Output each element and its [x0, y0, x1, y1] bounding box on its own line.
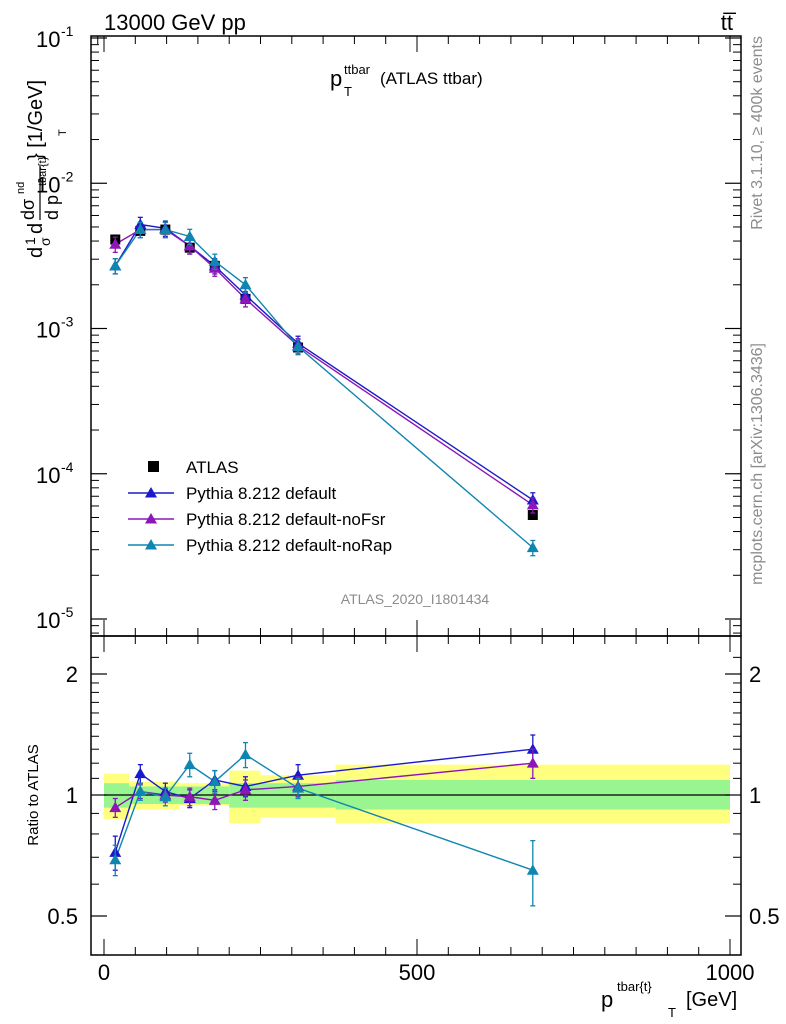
- main-point-1: [526, 498, 539, 510]
- y-tick-label-base: 10: [36, 463, 60, 488]
- y-tick-label-exp: -3: [61, 314, 74, 330]
- ylabel-frac-den: σ: [37, 237, 53, 246]
- main-series-points: [109, 216, 539, 557]
- ratio-point-2: [109, 853, 122, 865]
- y-axis-label: d 1 σ d dσ nd d p tbar{t} T } [1/GeV]: [15, 80, 69, 258]
- legend-marker-1: [145, 513, 157, 524]
- y-tick-label-exp: -1: [61, 23, 74, 39]
- ratio-point-2: [183, 758, 196, 770]
- ylabel-d2: d: [25, 223, 47, 234]
- main-point-2: [208, 255, 221, 266]
- ylabel-dsig: dσ: [18, 199, 38, 220]
- main-point-2: [292, 340, 305, 352]
- ratio-point-0: [526, 743, 539, 754]
- xlabel-sup: tbar{t}: [617, 979, 652, 994]
- x-tick-label: 1000: [706, 960, 755, 985]
- ratio-point-2: [159, 790, 172, 802]
- ratio-point-2: [526, 864, 539, 875]
- ylabel-frac-num: 1: [22, 237, 38, 245]
- xlabel-suffix: [GeV]: [686, 989, 737, 1011]
- ratio-ticks: 0.5 0.5 1 1 2 2 0 500 1000: [47, 636, 780, 985]
- analysis-watermark: ATLAS_2020_I1801434: [341, 591, 490, 607]
- ylabel-dp-sub: tbar{t}: [37, 156, 49, 186]
- ratio-point-0: [134, 767, 147, 779]
- legend-label-atlas: ATLAS: [186, 458, 239, 477]
- title-sub: T: [344, 84, 352, 99]
- ratio-tick-label-right: 1: [749, 783, 761, 808]
- title-sup: ttbar: [344, 62, 371, 77]
- main-point-2: [109, 259, 122, 271]
- main-point-2: [239, 278, 252, 290]
- ratio-tick-label-left: 0.5: [47, 904, 78, 929]
- ylabel-dsig-sup: nd: [15, 182, 27, 194]
- ratio-series-points: [109, 734, 539, 907]
- ratio-point-1: [109, 801, 122, 813]
- ratio-y-axis-label: Ratio to ATLAS: [25, 744, 42, 845]
- header-left: 13000 GeV pp: [104, 10, 246, 35]
- y-tick-label-exp: -2: [61, 168, 74, 184]
- main-line-0: [114, 223, 534, 501]
- main-ticks: 10-110-210-310-410-5: [36, 23, 741, 636]
- y-tick-label-base: 10: [36, 27, 60, 52]
- y-tick-label-exp: -4: [61, 459, 74, 475]
- legend-marker-0: [145, 487, 157, 498]
- plot-title: p ttbar T (ATLAS ttbar): [330, 62, 483, 99]
- xlabel-base: p: [601, 987, 613, 1012]
- mcplots-label: mcplots.cern.ch [arXiv:1306.3436]: [749, 343, 766, 585]
- header-right: tt̅: [721, 10, 737, 35]
- ratio-line-2: [114, 753, 534, 871]
- legend-label-1: Pythia 8.212 default-noFsr: [186, 510, 386, 529]
- y-tick-label-exp: -5: [61, 604, 74, 620]
- main-point-2: [134, 223, 147, 235]
- rivet-label: Rivet 3.1.10, ≥ 400k events: [749, 36, 766, 230]
- ratio-tick-label-right: 2: [749, 662, 761, 687]
- ratio-point-1: [239, 783, 252, 795]
- ratio-tick-label-left: 1: [66, 783, 78, 808]
- main-point-2: [526, 541, 539, 553]
- main-point-1: [109, 238, 122, 249]
- ratio-uncertainty-bands: [104, 764, 730, 824]
- main-point-2: [159, 223, 172, 235]
- ylabel-dp-sub2: T: [57, 129, 69, 136]
- atlas-point: [527, 510, 538, 521]
- title-base: p: [330, 66, 342, 91]
- title-suffix: (ATLAS ttbar): [380, 69, 483, 88]
- main-line-1: [114, 228, 534, 506]
- ylabel-unit: } [1/GeV]: [25, 80, 47, 160]
- ylabel-d: d: [25, 247, 47, 258]
- xlabel-sub: T: [668, 1005, 676, 1020]
- main-point-2: [183, 230, 196, 241]
- ratio-point-2: [208, 775, 221, 787]
- ratio-point-1: [526, 757, 539, 768]
- ylabel-dp: d p: [42, 195, 62, 220]
- ratio-tick-label-right: 0.5: [749, 904, 780, 929]
- ratio-tick-label-left: 2: [66, 662, 78, 687]
- ratio-point-0: [292, 769, 305, 780]
- main-point-1: [239, 292, 252, 304]
- ratio-point-2: [239, 748, 252, 760]
- ratio-point-1: [183, 790, 196, 802]
- main-point-1: [183, 239, 196, 251]
- legend-label-0: Pythia 8.212 default: [186, 484, 337, 503]
- x-axis-label: p tbar{t} T [GeV]: [601, 979, 737, 1020]
- ratio-point-2: [292, 782, 305, 793]
- x-tick-label: 0: [98, 960, 110, 985]
- y-tick-label-base: 10: [36, 318, 60, 343]
- legend-marker-2: [145, 539, 157, 550]
- x-tick-label: 500: [399, 960, 436, 985]
- legend: ATLAS Pythia 8.212 default Pythia 8.212 de…: [128, 458, 392, 555]
- legend-marker-atlas: [148, 461, 159, 472]
- y-tick-label-base: 10: [36, 608, 60, 633]
- ratio-point-1: [208, 794, 221, 805]
- legend-label-2: Pythia 8.212 default-noRap: [186, 536, 392, 555]
- ratio-point-2: [134, 785, 147, 797]
